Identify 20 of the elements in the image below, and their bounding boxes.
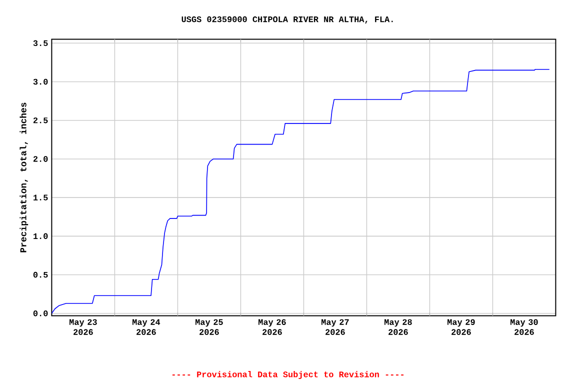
y-tick-label: 3.5 (33, 40, 48, 46)
x-tick-label: May 26 2026 (258, 319, 286, 335)
chart-title: USGS 02359000 CHIPOLA RIVER NR ALTHA, FLA. (182, 16, 393, 24)
y-tick-label: 2.5 (33, 117, 48, 124)
x-tick-label: May 29 2026 (447, 319, 475, 335)
y-tick-label: 0.0 (33, 310, 48, 316)
x-tick-label: May 23 2026 (69, 319, 97, 335)
y-axis-title: Precipitation, total, inches (20, 102, 28, 252)
y-tick-label: 3.0 (33, 78, 48, 85)
line-series (52, 69, 550, 314)
text: ---- Provisional Data Subject to Revision ---- (172, 371, 404, 379)
y-tick-label: 1.5 (34, 194, 48, 200)
x-tick-label: May 28 2026 (384, 319, 412, 335)
y-tick-label: 2.0 (33, 156, 48, 162)
x-tick-label: May 24 2026 (132, 319, 160, 335)
y-tick-label: 1.0 (34, 233, 48, 240)
x-tick-label: May 27 2026 (321, 319, 349, 335)
y-tick-label: 0.5 (33, 272, 48, 278)
x-tick-label: May 25 2026 (195, 319, 223, 335)
x-tick-label: May 30 2026 (510, 319, 538, 335)
